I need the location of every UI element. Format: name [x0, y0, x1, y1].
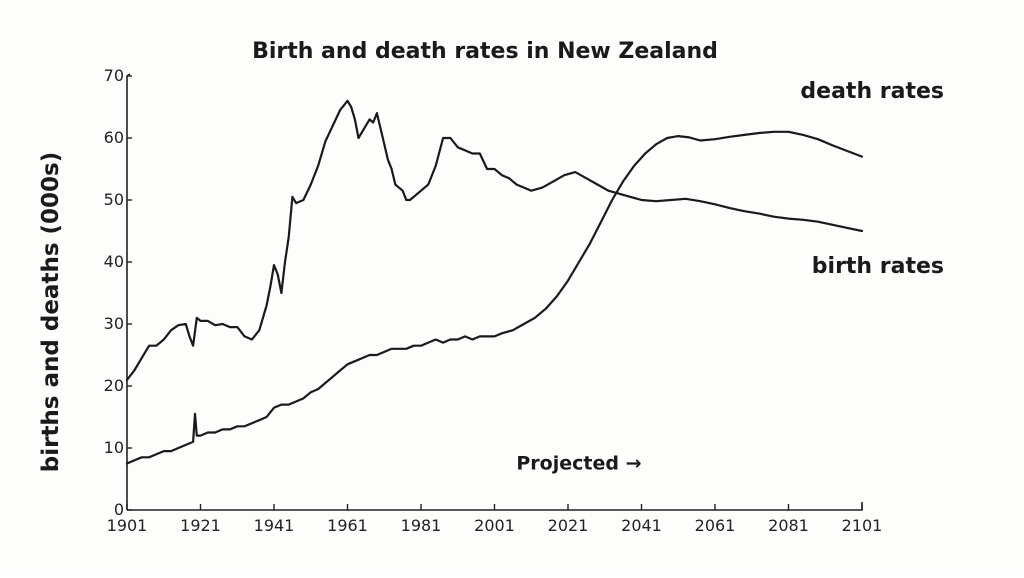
x-tick-label-4: 1981	[401, 516, 442, 535]
y-tick-label-1: 10	[104, 438, 124, 457]
projected-annotation: Projected →	[516, 453, 641, 475]
x-tick-label-3: 1961	[327, 516, 368, 535]
death-rates-label: death rates	[800, 79, 944, 104]
chart-title: Birth and death rates in New Zealand	[252, 39, 718, 64]
y-tick-label-6: 60	[104, 128, 124, 147]
x-tick-label-2: 1941	[254, 516, 295, 535]
y-tick-label-5: 50	[104, 190, 124, 209]
x-tick-label-1: 1921	[180, 516, 221, 535]
x-tick-label-6: 2021	[548, 516, 589, 535]
x-tick-label-9: 2081	[768, 516, 809, 535]
x-tick-label-8: 2061	[695, 516, 736, 535]
x-tick-label-10: 2101	[842, 516, 883, 535]
y-tick-label-3: 30	[104, 314, 124, 333]
y-axis-ticks: 0 10 20 30 40 50 60 70	[104, 66, 132, 519]
death-rates-line	[125, 130, 864, 465]
y-axis-label: births and deaths (000s)	[38, 152, 64, 473]
x-tick-label-5: 2001	[474, 516, 515, 535]
y-tick-label-4: 40	[104, 252, 124, 271]
y-tick-label-2: 20	[104, 376, 124, 395]
x-tick-label-0: 1901	[107, 516, 148, 535]
y-tick-label-0: 0	[114, 500, 124, 519]
y-tick-label-7: 70	[104, 66, 124, 85]
birth-rates-line	[125, 99, 864, 381]
x-axis-ticks: 1901 1921 1941 1961 1981 2001 2021 2041 2061 2081…	[107, 504, 883, 535]
x-tick-label-7: 2041	[621, 516, 662, 535]
x-axis-line	[127, 502, 863, 511]
series-layer: birth rates death rates	[125, 79, 944, 465]
y-axis-line	[126, 73, 131, 510]
birth-rates-label: birth rates	[812, 254, 944, 279]
